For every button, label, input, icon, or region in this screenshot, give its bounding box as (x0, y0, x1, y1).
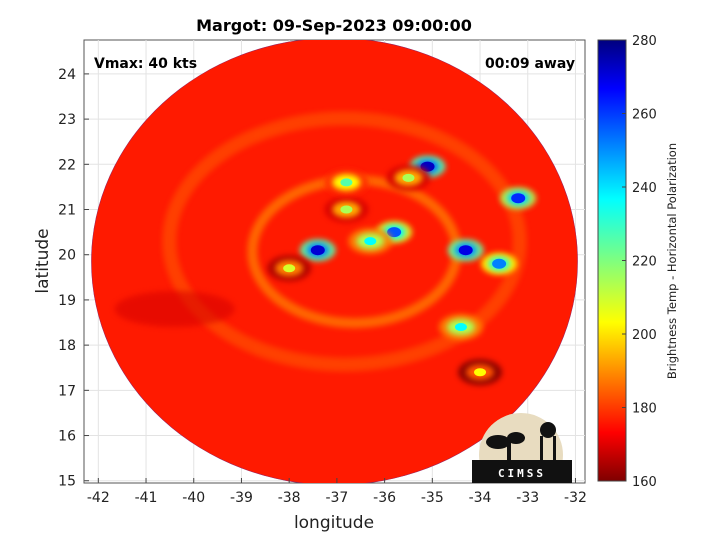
svg-text:CIMSS: CIMSS (498, 467, 546, 480)
convective-core (387, 227, 402, 238)
colorbar-tick-label: 200 (632, 328, 657, 343)
x-tick-label: -33 (516, 490, 539, 506)
y-tick-label: 18 (58, 338, 76, 354)
colorbar-tick-label: 220 (632, 255, 657, 270)
y-tick-label: 24 (58, 67, 76, 83)
x-axis-label: longitude (294, 513, 374, 533)
convective-core (454, 323, 467, 332)
y-tick-label: 19 (58, 293, 76, 309)
colorbar-label: Brightness Temp - Horizontal Polarizatio… (665, 143, 679, 379)
y-axis-label: latitude (33, 228, 53, 293)
colorbar (597, 39, 627, 482)
x-tick-label: -40 (182, 490, 205, 506)
vmax-annotation: Vmax: 40 kts (94, 56, 197, 72)
x-tick-label: -39 (230, 490, 253, 506)
x-tick-label: -42 (87, 490, 110, 506)
convective-core (511, 193, 526, 204)
y-tick-label: 22 (58, 157, 76, 173)
y-tick-label: 17 (58, 383, 76, 399)
y-tick-label: 21 (58, 203, 76, 219)
y-tick-label: 20 (58, 248, 76, 264)
x-tick-label: -35 (421, 490, 444, 506)
y-axis: 15 16 17 18 19 20 21 22 23 24 (58, 67, 89, 490)
chart-title: Margot: 09-Sep-2023 09:00:00 (196, 16, 472, 35)
convective-core (474, 368, 487, 377)
brightness-temp-swath (91, 40, 578, 483)
convective-core (402, 173, 415, 182)
x-tick-label: -36 (373, 490, 396, 506)
cimss-logo: CIMSS (472, 413, 572, 483)
convective-core (340, 205, 353, 214)
convective-core (458, 245, 473, 256)
y-tick-label: 23 (58, 112, 76, 128)
y-tick-label: 15 (58, 474, 76, 490)
colorbar-tick-label: 180 (632, 402, 657, 417)
x-tick-label: -32 (564, 490, 587, 506)
convective-core (492, 258, 507, 269)
convective-core (364, 237, 377, 246)
colorbar-tick-label: 260 (632, 108, 657, 123)
colorbar-tick-label: 280 (632, 34, 657, 49)
x-tick-label: -34 (469, 490, 492, 506)
colorbar-tick-label: 240 (632, 181, 657, 196)
colorbar-ticks: 160 180 200 220 240 260 280 (622, 34, 657, 490)
convective-core (310, 245, 325, 256)
x-tick-label: -37 (325, 490, 348, 506)
x-tick-label: -38 (278, 490, 301, 506)
x-tick-label: -41 (135, 490, 158, 506)
y-tick-label: 16 (58, 429, 76, 445)
colorbar-tick-label: 160 (632, 475, 657, 490)
time-away-annotation: 00:09 away (485, 56, 575, 72)
convective-core (340, 178, 353, 187)
warm-patch (114, 290, 235, 327)
rainband-outer (162, 111, 527, 372)
convective-core (283, 264, 296, 273)
